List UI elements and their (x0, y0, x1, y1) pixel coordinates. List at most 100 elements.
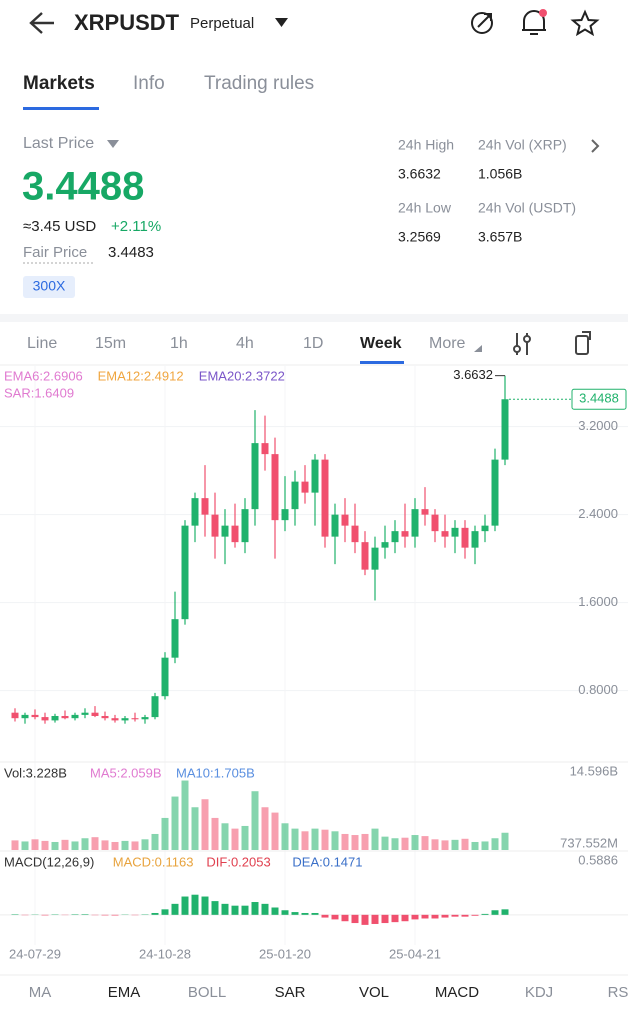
volume-bar (471, 841, 479, 850)
more-icon[interactable] (474, 345, 482, 352)
volume-bar (361, 833, 369, 850)
dropdown-icon[interactable] (275, 18, 288, 27)
tab[interactable]: Info (133, 73, 165, 94)
volume-bar (331, 831, 339, 850)
volume-bar (301, 831, 309, 850)
macd-bar (341, 914, 349, 922)
indicator-tab[interactable]: MA (29, 984, 52, 1001)
volume-bar (151, 833, 159, 850)
indicator-tab[interactable]: EMA (108, 984, 141, 1001)
bell-icon[interactable] (522, 9, 547, 35)
x-tick-label: 24-10-28 (139, 946, 191, 961)
volume-bar (141, 839, 149, 850)
candle-body (461, 527, 469, 548)
indicator-tab[interactable]: VOL (359, 984, 389, 1001)
volume-bar (191, 807, 199, 850)
volume-bar (241, 825, 249, 850)
legend-entry: EMA6:2.6906 (4, 368, 83, 383)
stat-label: 24h Vol (USDT) (478, 200, 576, 216)
macd-bar (461, 914, 469, 917)
dropdown-icon[interactable] (107, 140, 119, 148)
volume-bar (31, 839, 39, 850)
indicator-tab[interactable]: MACD (435, 984, 479, 1001)
macd-bar (371, 914, 379, 924)
candle-body (41, 717, 49, 721)
fair-price: 3.4483 (108, 244, 154, 261)
legend-entry: EMA20:2.3722 (199, 368, 285, 383)
macd-bar (351, 914, 359, 924)
interval-tab[interactable]: Line (27, 335, 57, 352)
volume-bar (271, 812, 279, 850)
volume-bar (231, 828, 239, 850)
candle-body (101, 715, 109, 719)
tab[interactable]: Markets (23, 73, 95, 94)
interval-tab[interactable]: 4h (236, 335, 254, 352)
last-price-label: Last Price (23, 135, 94, 152)
star-icon[interactable] (570, 9, 600, 37)
share-icon[interactable] (471, 12, 493, 34)
macd-bar (161, 909, 169, 915)
y-tick-label: 0.5886 (578, 852, 618, 867)
indicator-tab[interactable]: SAR (275, 984, 306, 1001)
volume-bar (321, 829, 329, 850)
legend-entry: MACD(12,26,9) (4, 854, 94, 869)
candle-body (281, 509, 289, 521)
macd-bar (271, 907, 279, 915)
volume-bar (71, 841, 79, 850)
macd-bar (221, 903, 229, 915)
candle-body (451, 527, 459, 537)
candle-body (371, 547, 379, 570)
macd-bar (171, 903, 179, 915)
last-price: 3.4488 (22, 165, 144, 209)
candle-body (111, 718, 119, 721)
indicator-tab[interactable]: BOLL (188, 984, 226, 1001)
interval-tab[interactable]: More (429, 335, 466, 352)
candle-body (191, 498, 199, 526)
contract[interactable]: Perpetual (190, 15, 254, 32)
candle-body (31, 714, 39, 718)
interval-tab[interactable]: 1h (170, 335, 188, 352)
candle-body (271, 454, 279, 521)
tab[interactable]: Trading rules (204, 73, 314, 94)
candle-body (491, 459, 499, 526)
candle-body (251, 443, 259, 510)
macd-bar (241, 905, 249, 915)
more-arrow[interactable] (591, 139, 600, 153)
macd-bar (381, 914, 389, 924)
candle-body (261, 443, 269, 455)
macd-bar (41, 914, 49, 916)
volume-bar (211, 817, 219, 850)
volume-bar (291, 828, 299, 850)
volume-bar (461, 838, 469, 850)
macd-bar (261, 903, 269, 915)
interval-tab[interactable]: Week (360, 335, 402, 352)
indicator-tab[interactable]: RS (608, 984, 628, 1001)
volume-bar (261, 807, 269, 850)
interval-tab[interactable]: 15m (95, 335, 126, 352)
volume-bar (501, 832, 509, 850)
y-tick-label: 0.8000 (578, 682, 618, 697)
back-icon[interactable] (29, 12, 54, 34)
leverage: 300X (33, 278, 66, 294)
macd-bar (291, 912, 299, 915)
indicator-tab[interactable]: KDJ (525, 984, 553, 1001)
macd-bar (321, 914, 329, 918)
x-tick-label: 24-07-29 (9, 946, 61, 961)
candle-body (131, 718, 139, 720)
candle-body (471, 531, 479, 548)
candle-body (411, 509, 419, 537)
volume-bar (11, 840, 19, 850)
settings-icon[interactable] (513, 333, 531, 355)
interval-tab[interactable]: 1D (303, 335, 323, 352)
candle-body (181, 525, 189, 620)
macd-bar (101, 914, 109, 916)
candle-body (361, 542, 369, 570)
candle-body (211, 514, 219, 537)
candle-body (161, 657, 169, 697)
leverage-badge (23, 276, 75, 298)
rotate-icon[interactable] (575, 331, 591, 355)
stat-value: 3.657B (478, 229, 522, 245)
volume-bar (381, 836, 389, 850)
volume-bar (101, 840, 109, 850)
